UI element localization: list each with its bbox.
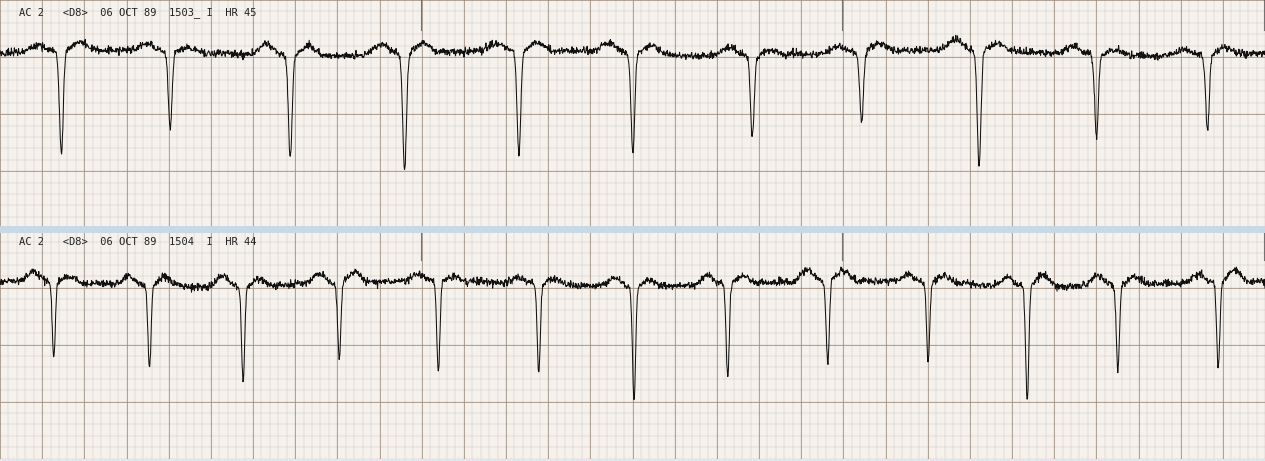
- Text: AC 2   <D8>  06 OCT 89  1504  I  HR 44: AC 2 <D8> 06 OCT 89 1504 I HR 44: [19, 237, 257, 248]
- Text: AC 2   <D8>  06 OCT 89  1503_ I  HR 45: AC 2 <D8> 06 OCT 89 1503_ I HR 45: [19, 7, 257, 18]
